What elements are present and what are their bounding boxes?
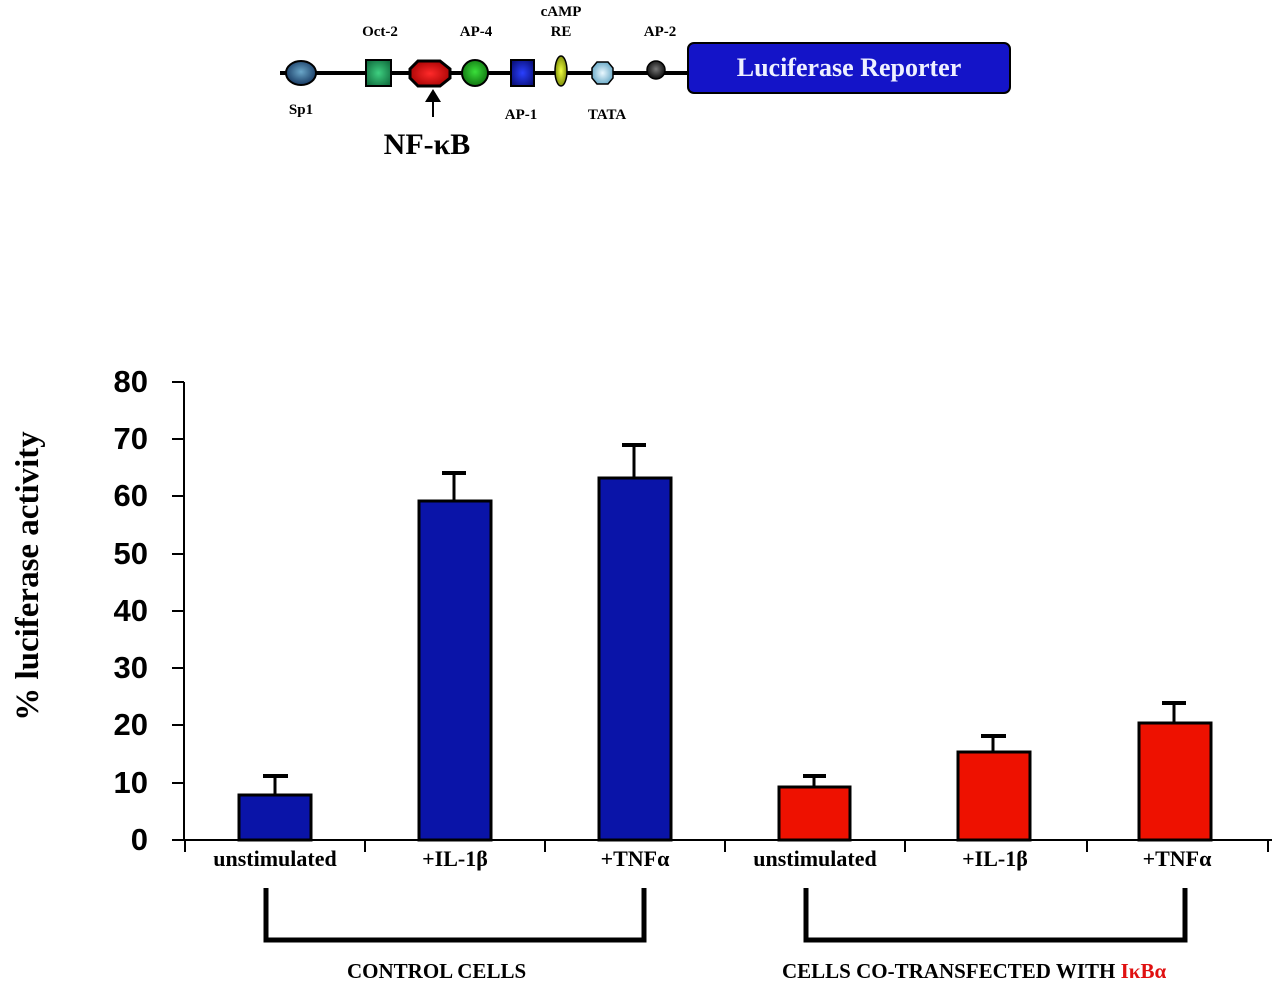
bracket-control <box>263 888 647 943</box>
x-label-ikba-il1b: +IL-1β <box>962 846 1028 871</box>
x-label-control-unstimulated: unstimulated <box>213 846 337 871</box>
oct2-label: Oct-2 <box>362 24 398 40</box>
nfkb-label: NF-κB <box>383 128 471 161</box>
ap4-label: AP-4 <box>459 24 493 40</box>
sp1-label: Sp1 <box>288 102 314 118</box>
y-tick-80: 80 <box>113 364 148 399</box>
y-tick-70: 70 <box>113 421 148 456</box>
group-label-cotransfected-prefix: CELLS CO-TRANSFECTED WITH <box>782 959 1121 983</box>
y-tick-30: 30 <box>113 650 148 685</box>
camp-label-line2: RE <box>550 24 572 40</box>
promoter-diagram: Sp1 Oct-2 AP-4 cAMP RE AP-2 AP-1 TATA NF… <box>0 0 1280 180</box>
ap1-label: AP-1 <box>504 107 538 123</box>
x-label-control-tnfa: +TNFα <box>600 846 670 871</box>
bar-chart: % luciferase activity 80 70 60 50 40 30 … <box>0 360 1280 988</box>
promoter-line-graphic <box>280 55 690 117</box>
group-label-ikba-highlight: IκBα <box>1120 959 1167 983</box>
group-label-control: CONTROL CELLS <box>347 959 527 983</box>
luciferase-reporter-label: Luciferase Reporter <box>736 53 962 82</box>
y-tick-20: 20 <box>113 707 148 742</box>
x-label-control-il1b: +IL-1β <box>422 846 488 871</box>
tata-label: TATA <box>587 107 627 123</box>
group-label-cotransfected: CELLS CO-TRANSFECTED WITH IκBα <box>782 959 1166 984</box>
bracket-ikba <box>803 888 1188 943</box>
y-tick-60: 60 <box>113 478 148 513</box>
y-tick-10: 10 <box>113 765 148 800</box>
y-tick-0: 0 <box>130 822 148 857</box>
y-tick-40: 40 <box>113 593 148 628</box>
series-control <box>237 443 673 842</box>
ap2-label: AP-2 <box>643 24 677 40</box>
x-label-ikba-tnfa: +TNFα <box>1142 846 1212 871</box>
plot-area <box>172 381 1272 943</box>
series-ikba <box>777 701 1213 842</box>
x-label-ikba-unstimulated: unstimulated <box>753 846 877 871</box>
y-tick-50: 50 <box>113 536 148 571</box>
camp-label-line1: cAMP <box>540 4 582 20</box>
luciferase-reporter-box: Luciferase Reporter <box>687 42 1011 94</box>
